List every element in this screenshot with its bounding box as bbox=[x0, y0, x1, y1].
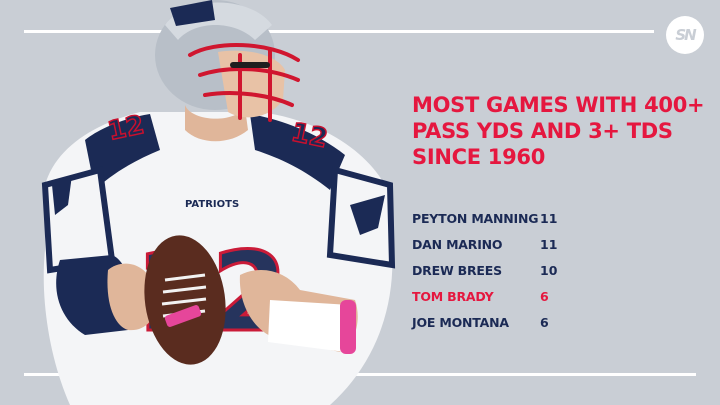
right-shoulder-stripe bbox=[250, 114, 345, 190]
player-photo: 12 12 PATRIOTS 12 bbox=[41, 0, 396, 405]
headline: Most games with 400+ pass yds and 3+ TDs… bbox=[412, 93, 705, 169]
leader-games: 6 bbox=[540, 315, 549, 330]
leader-name: DAN MARINO bbox=[412, 237, 503, 252]
leader-row: PEYTON MANNING 11 bbox=[412, 206, 612, 232]
right-shoulder-number: 12 bbox=[289, 118, 331, 155]
football-laces bbox=[161, 273, 207, 318]
jersey-chest-text: PATRIOTS bbox=[185, 199, 239, 210]
leader-name: JOE MONTANA bbox=[412, 315, 509, 330]
leader-row-highlighted: TOM BRADY 6 bbox=[412, 284, 612, 310]
pink-wristband bbox=[340, 300, 356, 354]
leader-name: DREW BREES bbox=[412, 263, 502, 278]
helmet-logo bbox=[170, 0, 215, 26]
leader-games: 6 bbox=[540, 289, 549, 304]
left-shoulder-number: 12 bbox=[105, 110, 147, 147]
face bbox=[218, 50, 285, 118]
leader-row: DREW BREES 10 bbox=[412, 258, 612, 284]
sporting-news-logo: SN bbox=[666, 16, 704, 54]
leader-games: 11 bbox=[540, 237, 558, 252]
leaders-list: PEYTON MANNING 11 DAN MARINO 11 DREW BRE… bbox=[412, 206, 612, 336]
football-pink-decal bbox=[164, 305, 202, 327]
left-hand bbox=[107, 263, 157, 331]
bottom-divider bbox=[24, 373, 696, 376]
left-shoulder-stripe bbox=[85, 114, 160, 190]
leader-name: PEYTON MANNING bbox=[412, 211, 539, 226]
eye-black bbox=[230, 62, 270, 68]
leader-row: JOE MONTANA 6 bbox=[412, 310, 612, 336]
left-sleeve-logo bbox=[52, 175, 72, 215]
wrist-tape bbox=[268, 300, 350, 352]
leader-row: DAN MARINO 11 bbox=[412, 232, 612, 258]
top-divider bbox=[24, 30, 654, 33]
facemask bbox=[188, 42, 300, 122]
leader-games: 11 bbox=[540, 211, 558, 226]
neck bbox=[185, 105, 248, 142]
leader-name: TOM BRADY bbox=[412, 289, 494, 304]
leader-games: 10 bbox=[540, 263, 558, 278]
right-sleeve-logo bbox=[350, 195, 385, 235]
